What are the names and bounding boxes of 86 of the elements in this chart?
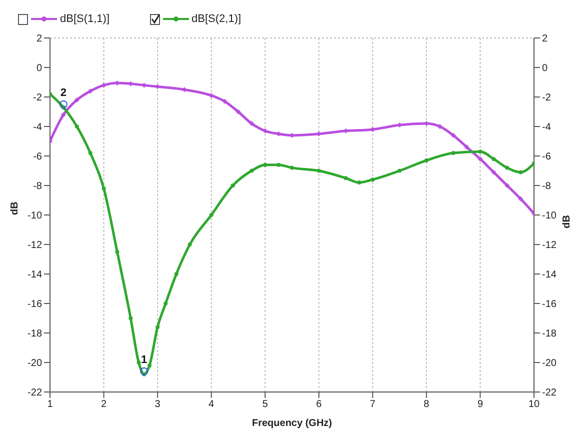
x-axis-title: Frequency (GHz) xyxy=(252,418,332,429)
point xyxy=(262,128,268,134)
point xyxy=(276,162,281,167)
point xyxy=(316,168,321,173)
point xyxy=(518,170,523,174)
legend-label: dB[S(1,1)] xyxy=(60,13,110,25)
point xyxy=(136,360,141,364)
point xyxy=(450,132,456,138)
point xyxy=(451,151,456,156)
y-tick-label: -2 xyxy=(33,92,42,104)
y2-tick-label: -2 xyxy=(542,92,552,104)
point xyxy=(249,121,254,126)
point xyxy=(209,213,214,217)
point xyxy=(156,325,160,330)
point xyxy=(478,156,483,162)
x-tick-label: 6 xyxy=(316,399,322,410)
point xyxy=(344,176,348,180)
point xyxy=(164,302,168,306)
y2-tick-label: -18 xyxy=(542,328,557,340)
y-tick-label: -20 xyxy=(28,358,42,370)
y2-tick-label: 0 xyxy=(542,63,548,74)
point xyxy=(174,272,178,276)
point xyxy=(263,162,268,167)
y-tick-label: -4 xyxy=(33,122,42,134)
y2-tick-label: -22 xyxy=(542,388,557,399)
y2-tick-label: 2 xyxy=(542,34,548,45)
point xyxy=(222,98,228,104)
y2-tick-label: -14 xyxy=(542,270,557,281)
legend-label: dB[S(2,1)] xyxy=(192,13,242,25)
y2-tick-label: -6 xyxy=(542,152,552,163)
point xyxy=(518,196,524,202)
x-tick-label: 3 xyxy=(154,399,161,410)
y2-tick-label: -20 xyxy=(542,358,557,370)
y-tick-label: -12 xyxy=(28,240,42,252)
point xyxy=(88,151,92,156)
point xyxy=(424,158,428,162)
x-tick-label: 9 xyxy=(477,399,484,410)
y2-tick-label: -10 xyxy=(542,210,557,222)
x-tick-label: 7 xyxy=(370,399,376,410)
point xyxy=(290,166,294,170)
x-tick-label: 2 xyxy=(100,399,107,410)
y-tick-label: -16 xyxy=(28,299,42,310)
point xyxy=(357,180,362,185)
y-tick-label: -6 xyxy=(33,152,42,163)
point xyxy=(88,88,93,94)
y-tick-label: -10 xyxy=(28,210,42,222)
y2-tick-label: -8 xyxy=(542,181,552,192)
y2-tick-label: -16 xyxy=(542,299,557,310)
point xyxy=(128,316,133,320)
point xyxy=(492,156,496,161)
y-tick-label: -14 xyxy=(28,270,42,281)
point xyxy=(437,124,442,129)
x-tick-label: 4 xyxy=(208,399,215,410)
point xyxy=(505,166,510,170)
y2-tick-label: -12 xyxy=(542,240,557,252)
point xyxy=(230,184,235,188)
annotation: 2 xyxy=(60,86,67,99)
point xyxy=(74,124,79,128)
y-tick-label: -8 xyxy=(33,181,42,192)
point xyxy=(491,170,496,175)
annotation: 1 xyxy=(141,354,148,366)
point xyxy=(102,186,106,190)
x-tick-label: 8 xyxy=(424,399,430,410)
point xyxy=(115,250,120,254)
point xyxy=(147,363,152,368)
y2-tick-label: -4 xyxy=(542,122,552,134)
point xyxy=(236,109,241,114)
point xyxy=(370,178,375,182)
y2-axis-title: dB xyxy=(562,215,573,228)
point xyxy=(101,82,106,88)
y-tick-label: -22 xyxy=(28,388,42,399)
y-tick-label: 2 xyxy=(36,34,42,45)
point xyxy=(188,242,192,246)
point xyxy=(464,144,470,150)
point xyxy=(60,112,66,118)
x-tick-label: 5 xyxy=(262,399,268,410)
point xyxy=(250,168,254,173)
point xyxy=(398,168,402,173)
y-axis-title: dB xyxy=(10,202,21,215)
y-tick-label: 0 xyxy=(36,63,42,74)
x-tick-label: 1 xyxy=(47,399,54,410)
point xyxy=(478,150,482,154)
x-tick-label: 10 xyxy=(528,399,540,410)
y-tick-label: -18 xyxy=(28,328,42,340)
point xyxy=(74,97,80,102)
point xyxy=(504,183,510,188)
